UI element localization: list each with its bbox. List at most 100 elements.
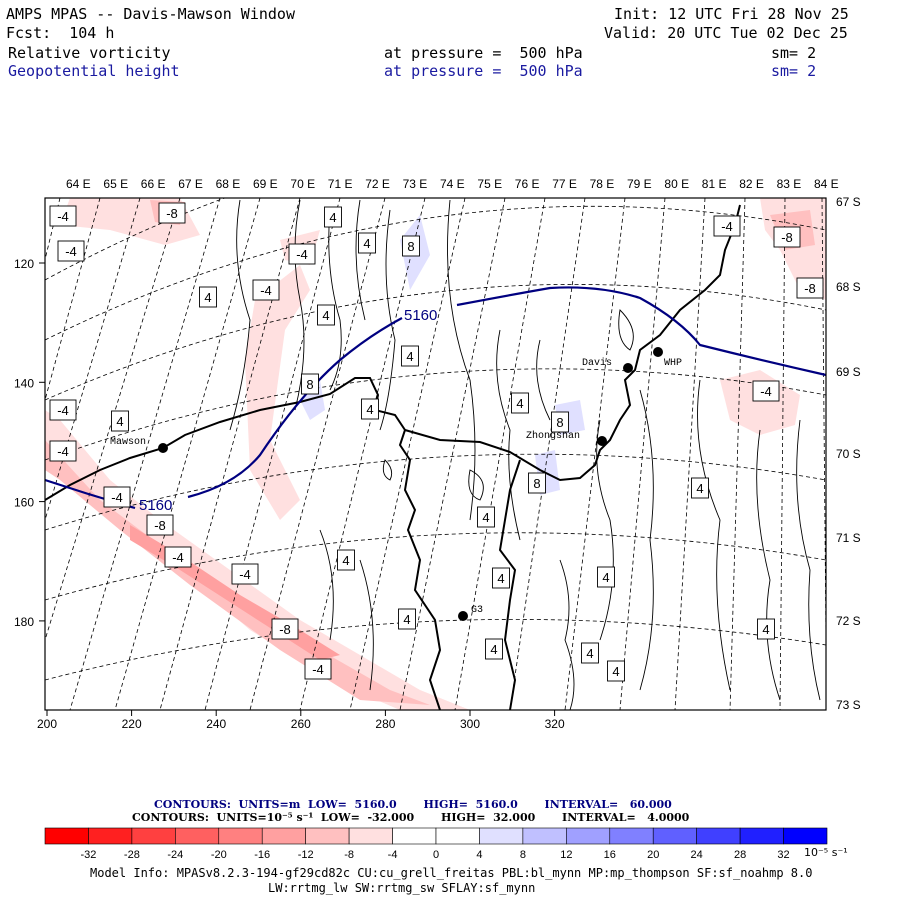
- valid-time: Valid: 20 UTC Tue 02 Dec 25: [604, 24, 848, 42]
- vorticity-label: 4: [497, 571, 504, 586]
- vorticity-label-box: [252, 279, 280, 301]
- colorbar-tick: -8: [344, 849, 354, 861]
- colorbar-swatch: [696, 827, 741, 845]
- vorticity-label-box: [199, 286, 217, 308]
- colorbar-swatch: [435, 827, 480, 845]
- y-tick-label: 140: [14, 376, 34, 390]
- colorbar-units: 10⁻⁵ s⁻¹: [804, 846, 848, 859]
- colorbar-tick: -20: [211, 849, 227, 861]
- station-zhongshan-marker: [597, 436, 607, 446]
- colorbar: -32 -28 -24 -20 -16 -12 -8 -4 0 4 8 12 16 20 24 28 32: [44, 827, 828, 861]
- vorticity-label: 4: [363, 236, 370, 251]
- lon-label: 74 E: [440, 177, 465, 191]
- x-tick-label: 280: [375, 717, 395, 731]
- colorbar-swatch: [261, 827, 306, 845]
- vorticity-label-box: [773, 226, 801, 248]
- lat-label: 73 S: [836, 698, 861, 712]
- lon-label: 82 E: [739, 177, 764, 191]
- station-g3-label: G3: [471, 605, 483, 616]
- init-time: Init: 12 UTC Fri 28 Nov 25: [614, 5, 849, 23]
- vorticity-label-box: [528, 472, 546, 494]
- model-info-line-2: LW:rrtmg_lw SW:rrtmg_sw SFLAY:sf_mynn: [268, 881, 536, 895]
- lon-label: 77 E: [552, 177, 577, 191]
- longitude-labels: 64 E 65 E 66 E 67 E 68 E 69 E 70 E 71 E 72 E 73 E…: [66, 177, 839, 191]
- vorticity-label: -4: [111, 490, 123, 505]
- vorticity-label: 8: [533, 476, 540, 491]
- colorbar-tick: -4: [388, 849, 398, 861]
- vorticity-label-box: [324, 206, 342, 228]
- vorticity-label: -4: [296, 247, 308, 262]
- lon-label: 84 E: [814, 177, 839, 191]
- vorticity-label: -8: [154, 518, 166, 533]
- vorticity-label: 4: [406, 349, 413, 364]
- vorticity-label-box: [796, 277, 824, 299]
- vorticity-label-box: [231, 563, 259, 585]
- station-zhongshan-label: Zhongshan: [526, 430, 580, 442]
- vorticity-label: -4: [239, 567, 251, 582]
- vorticity-label-box: [485, 638, 503, 660]
- vorticity-label-box: [691, 477, 709, 499]
- colorbar-tick: 28: [734, 849, 746, 861]
- lon-label: 67 E: [178, 177, 203, 191]
- colorbar-swatch: [566, 827, 611, 845]
- lon-label: 71 E: [328, 177, 353, 191]
- x-tick-label: 320: [545, 717, 565, 731]
- vorticity-label-box: [607, 660, 625, 682]
- colorbar-tick: 16: [604, 849, 616, 861]
- height-label-b: 5160: [139, 497, 172, 514]
- vorticity-label: 4: [612, 664, 619, 679]
- field-2-name: Geopotential height: [8, 62, 180, 80]
- vorticity-label-box: [358, 232, 376, 254]
- vorticity-label-box: [581, 642, 599, 664]
- stations: Mawson Davis WHP Zhongshan G3: [110, 347, 682, 621]
- colorbar-swatch: [522, 827, 567, 845]
- lon-label: 65 E: [103, 177, 128, 191]
- vorticity-label: -8: [279, 622, 291, 637]
- field-1-name: Relative vorticity: [8, 44, 171, 62]
- x-tick-label: 240: [206, 717, 226, 731]
- vorticity-label: 4: [696, 481, 703, 496]
- vorticity-label-box: [551, 411, 569, 433]
- vorticity-label-box: [288, 243, 316, 265]
- lon-label: 83 E: [777, 177, 802, 191]
- height-label-a: 5160: [404, 307, 437, 324]
- colorbar-tick: 24: [691, 849, 703, 861]
- vorticity-label: -4: [57, 403, 69, 418]
- y-tick-label: 120: [14, 257, 34, 271]
- station-mawson-label: Mawson: [110, 437, 146, 448]
- height-contour-labels: 5160 5160: [139, 307, 437, 514]
- vorticity-label-box: [304, 658, 332, 680]
- vorticity-label-box: [337, 549, 355, 571]
- vorticity-label: 4: [366, 402, 373, 417]
- station-davis-label: Davis: [582, 357, 612, 369]
- vorticity-label-box: [597, 566, 615, 588]
- vorticity-label-box: [713, 215, 741, 237]
- vorticity-label: 4: [329, 210, 336, 225]
- lat-label: 69 S: [836, 365, 861, 379]
- vorticity-label: -8: [781, 230, 793, 245]
- vorticity-shading: [45, 198, 826, 710]
- colorbar-tick: 0: [433, 849, 439, 861]
- y-tick-label: 180: [14, 615, 34, 629]
- vorticity-label: -8: [166, 206, 178, 221]
- colorbar-tick: 4: [476, 849, 482, 861]
- vorticity-label-box: [398, 608, 416, 630]
- vorticity-label: 4: [516, 396, 523, 411]
- x-tick-label: 220: [122, 717, 142, 731]
- colorbar-swatch: [305, 827, 350, 845]
- vorticity-label: -4: [260, 283, 272, 298]
- vorticity-label-box: [301, 373, 319, 395]
- vorticity-label-box: [752, 380, 780, 402]
- lat-label: 72 S: [836, 614, 861, 628]
- vorticity-label-box: [402, 235, 420, 257]
- lon-label: 72 E: [365, 177, 390, 191]
- vorticity-label: -8: [804, 281, 816, 296]
- latitude-labels: 67 S 68 S 69 S 70 S 71 S 72 S 73 S: [836, 195, 861, 712]
- lat-label: 67 S: [836, 195, 861, 209]
- vorticity-label: 8: [556, 415, 563, 430]
- vorticity-label: 4: [403, 612, 410, 627]
- plot-frame: [44, 197, 827, 711]
- lon-label: 80 E: [664, 177, 689, 191]
- vorticity-label-box: [57, 240, 85, 262]
- vorticity-label: -4: [312, 662, 324, 677]
